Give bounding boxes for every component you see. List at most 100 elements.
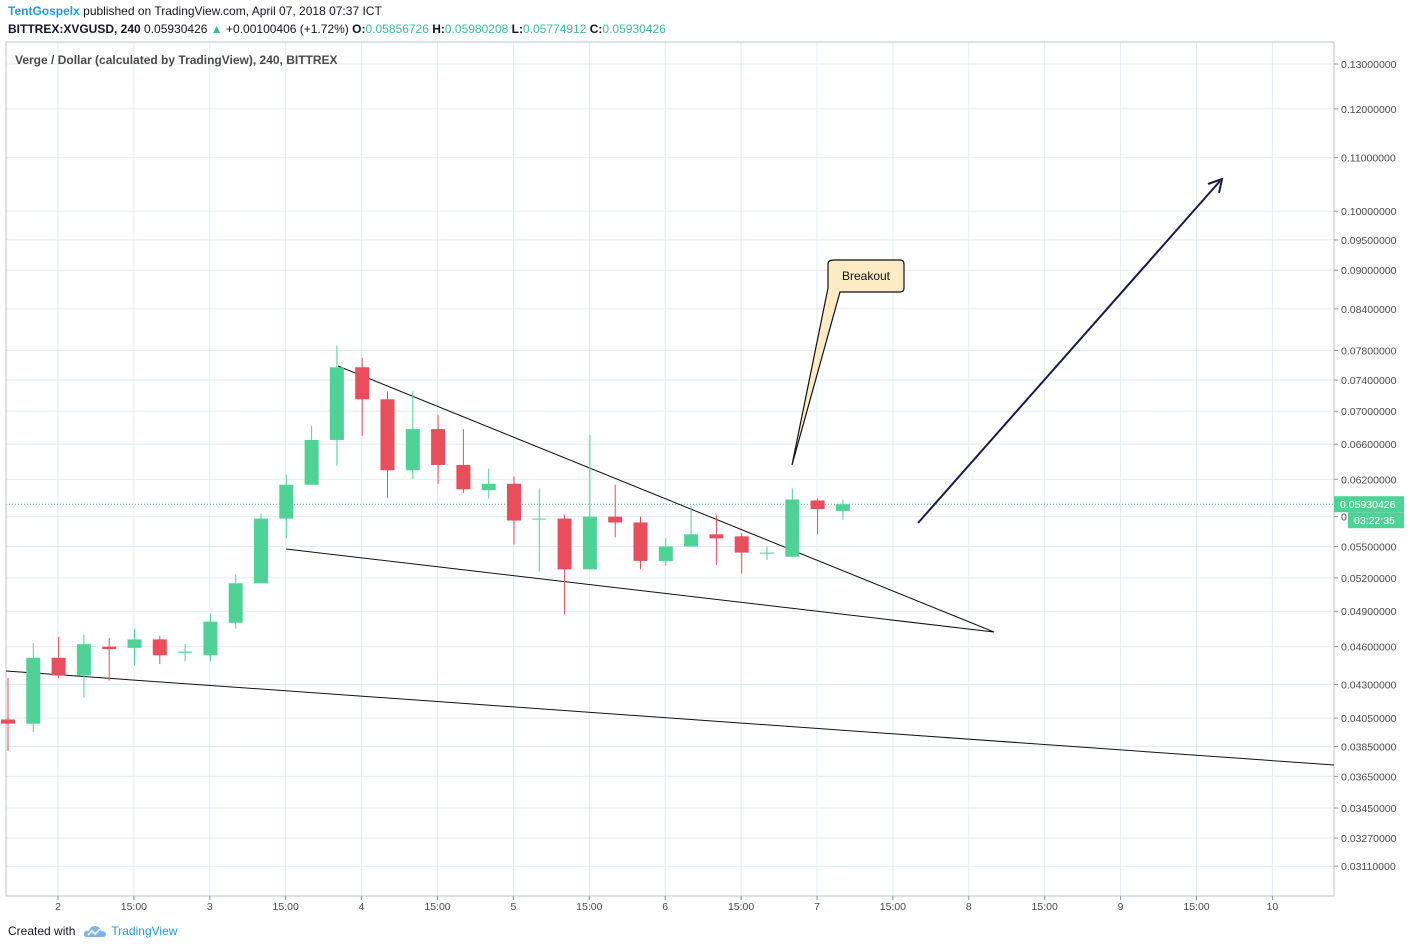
last-price-badge-text: 0.05930426 [1340,499,1396,511]
candle-body [355,367,370,400]
y-tick-label: 0.07000000 [1341,406,1397,418]
y-tick-label: 0.06200000 [1341,474,1397,486]
low-label: L: [511,22,523,36]
low-value: 0.05774912 [522,22,587,36]
candle-body [532,518,547,520]
y-tick-label: 0.03850000 [1341,741,1397,753]
last-price-badge [1334,496,1404,513]
x-tick-label: 15:00 [728,901,754,913]
footer: Created with TradingView [8,924,177,938]
x-tick-label: 6 [662,901,668,913]
chart-title: Verge / Dollar (calculated by TradingVie… [15,53,338,67]
candle-body [76,644,91,676]
y-tick-label: 0.13000000 [1341,59,1397,71]
candle-body [228,583,243,623]
up-triangle-icon: ▲ [210,22,223,36]
x-tick-label: 2 [55,901,61,913]
candle-body [608,516,623,523]
x-tick-label: 15:00 [273,901,299,913]
projection-arrow-line[interactable] [917,180,1221,524]
candle-body [507,483,521,521]
arrow-head-icon [1207,177,1224,194]
drawings-front[interactable]: Breakout [791,177,1224,524]
lower-wedge-line[interactable] [285,548,995,633]
open-value: 0.05856726 [365,22,429,36]
candle-body [431,429,446,465]
tradingview-logo[interactable]: TradingView [83,924,177,938]
x-tick-label: 10 [1267,901,1279,913]
candle-body [1,719,15,724]
y-tick-label: 0.09500000 [1341,235,1397,247]
close-label: C: [589,22,603,36]
x-tick-label: 15:00 [121,901,147,913]
open-label: O: [352,22,366,36]
y-tick-label: 0.05500000 [1341,541,1397,553]
time-axis[interactable]: 2 15:00 3 15:00 4 15:00 5 15:00 6 15:00 7 15:00 8 15:… [55,896,1278,913]
x-tick-label: 15:00 [424,901,450,913]
candle-body [329,367,344,440]
candle-body [51,657,66,676]
candle-body [102,646,117,650]
candle-body [810,500,825,509]
candle-body [760,552,774,554]
support-trendline[interactable] [5,670,1335,766]
drawings[interactable] [5,365,1335,766]
y-tick-label: 0.03110000 [1341,861,1396,873]
candle-body [835,504,850,511]
y-tick-label: 0.11000000 [1341,153,1396,165]
price-axis[interactable]: 0.03110000 0.03270000 0.03450000 0.03650000… [1334,59,1404,873]
candle-body [127,639,142,648]
publish-line: TentGospelx published on TradingView.com… [8,4,382,18]
breakout-callout[interactable] [791,259,905,466]
candle-body [254,518,268,584]
y-tick-label: 0.08400000 [1341,304,1397,316]
candle-body [152,639,167,656]
candle-body [557,518,572,570]
y-tick-label: 0.04300000 [1341,679,1397,691]
x-tick-label: 5 [510,901,516,913]
y-tick-label: 0.04900000 [1341,606,1397,618]
y-tick-label: 0 [1341,512,1347,524]
y-tick-label: 0.03650000 [1341,771,1397,783]
author-link[interactable]: TentGospelx [8,4,80,18]
x-tick-label: 4 [359,901,365,913]
y-tick-label: 0.12000000 [1341,104,1397,116]
candle-body [26,657,41,724]
y-tick-label: 0.03450000 [1341,803,1397,815]
close-value: 0.05930426 [602,22,666,36]
x-tick-label: 15:00 [1183,901,1209,913]
countdown-badge [1348,512,1404,529]
y-tick-label: 0.04050000 [1341,713,1397,725]
tradingview-brand[interactable]: TradingView [111,924,178,938]
candle-body [684,534,699,547]
y-tick-label: 0.10000000 [1341,206,1397,218]
cloud-icon [84,926,107,937]
upper-wedge-line[interactable] [337,365,995,633]
countdown-text: 03:22:35 [1354,515,1395,527]
candle-body [633,522,648,561]
y-tick-label: 0.07400000 [1341,375,1397,387]
x-tick-label: 3 [207,901,213,913]
candle-body [734,536,749,553]
symbol-label: BITTREX:XVGUSD, 240 [8,22,141,36]
candle-body [582,516,597,570]
chart-grid [6,42,1334,896]
candle-body [203,621,218,656]
candle-body [380,399,395,471]
y-tick-label: 0.05200000 [1341,573,1397,585]
last-price: 0.05930426 [144,22,208,36]
callout-text: Breakout [842,269,891,283]
candles [1,345,850,751]
created-with-text: Created with [8,924,76,938]
plot-frame [5,41,1335,897]
candle-body [279,484,294,519]
candle-body [709,534,724,539]
candle-body [785,499,800,557]
candle-body [658,546,673,561]
x-tick-label: 8 [966,901,972,913]
candle-body [456,464,471,490]
candle-body [304,439,319,485]
published-text: published on TradingView.com, April 07, … [83,4,382,18]
x-tick-label: 15:00 [576,901,602,913]
